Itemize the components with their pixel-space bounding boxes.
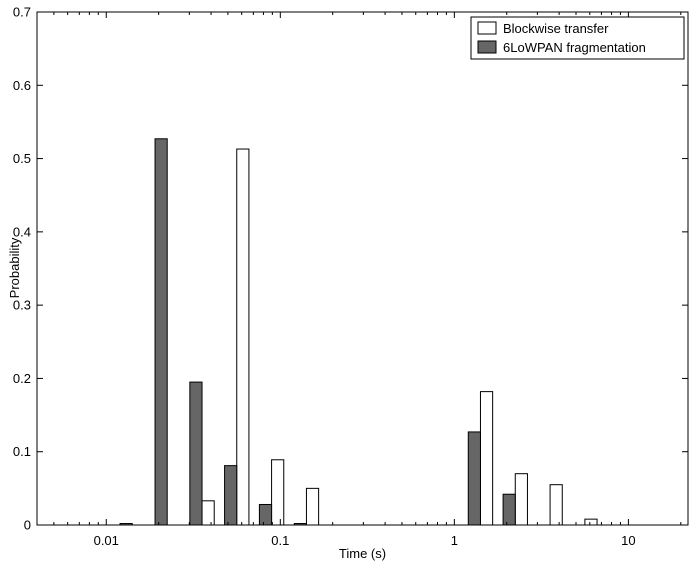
y-tick-label-4: 0.4 [13, 224, 31, 239]
bar-6lowpan-2 [119, 523, 133, 526]
legend: Blockwise transfer 6LoWPAN fragmentation [470, 16, 685, 60]
x-axis-ticks: 0.01 0.1 1 10 [53, 12, 682, 548]
bar-6lowpan-5 [224, 465, 238, 526]
legend-swatch-6lowpan [477, 40, 497, 54]
bar-6lowpan-7 [293, 523, 307, 526]
bar-blockwise-12 [479, 391, 494, 526]
legend-swatch-blockwise [477, 21, 497, 35]
bar-6lowpan-12 [467, 431, 481, 526]
legend-label-blockwise: Blockwise transfer [503, 21, 609, 36]
bar-6lowpan-6 [258, 503, 273, 526]
y-tick-label-2: 0.2 [13, 371, 31, 386]
legend-label-6lowpan: 6LoWPAN fragmentation [503, 40, 646, 55]
bars-layer [119, 138, 598, 526]
y-tick-label-6: 0.6 [13, 78, 31, 93]
bar-6lowpan-4 [189, 381, 203, 526]
bar-6lowpan-13 [502, 493, 516, 526]
y-tick-label-0: 0 [24, 518, 31, 533]
y-tick-label-7: 0.7 [13, 5, 31, 20]
x-axis-label: Time (s) [339, 546, 386, 561]
bar-blockwise-4 [201, 500, 215, 526]
plot-area [36, 11, 689, 526]
y-axis-ticks: 0 0.1 0.2 0.3 0.4 0.5 0.6 0.7 [13, 5, 688, 533]
y-tick-label-1: 0.1 [13, 444, 31, 459]
bar-blockwise-6 [271, 459, 285, 526]
bar-blockwise-7 [305, 487, 320, 526]
x-tick-label-1: 0.1 [271, 533, 289, 548]
x-tick-label-0: 0.01 [94, 533, 119, 548]
x-tick-label-3: 10 [621, 533, 635, 548]
bar-blockwise-13 [514, 473, 528, 526]
x-tick-label-2: 1 [451, 533, 458, 548]
bar-blockwise-14 [549, 484, 563, 526]
y-tick-label-3: 0.3 [13, 298, 31, 313]
bar-blockwise-5 [236, 148, 250, 526]
y-tick-label-5: 0.5 [13, 151, 31, 166]
y-axis-label: Probability [7, 237, 22, 298]
bar-blockwise-15 [584, 518, 598, 526]
legend-box [470, 16, 685, 60]
bar-6lowpan-3 [154, 138, 168, 526]
